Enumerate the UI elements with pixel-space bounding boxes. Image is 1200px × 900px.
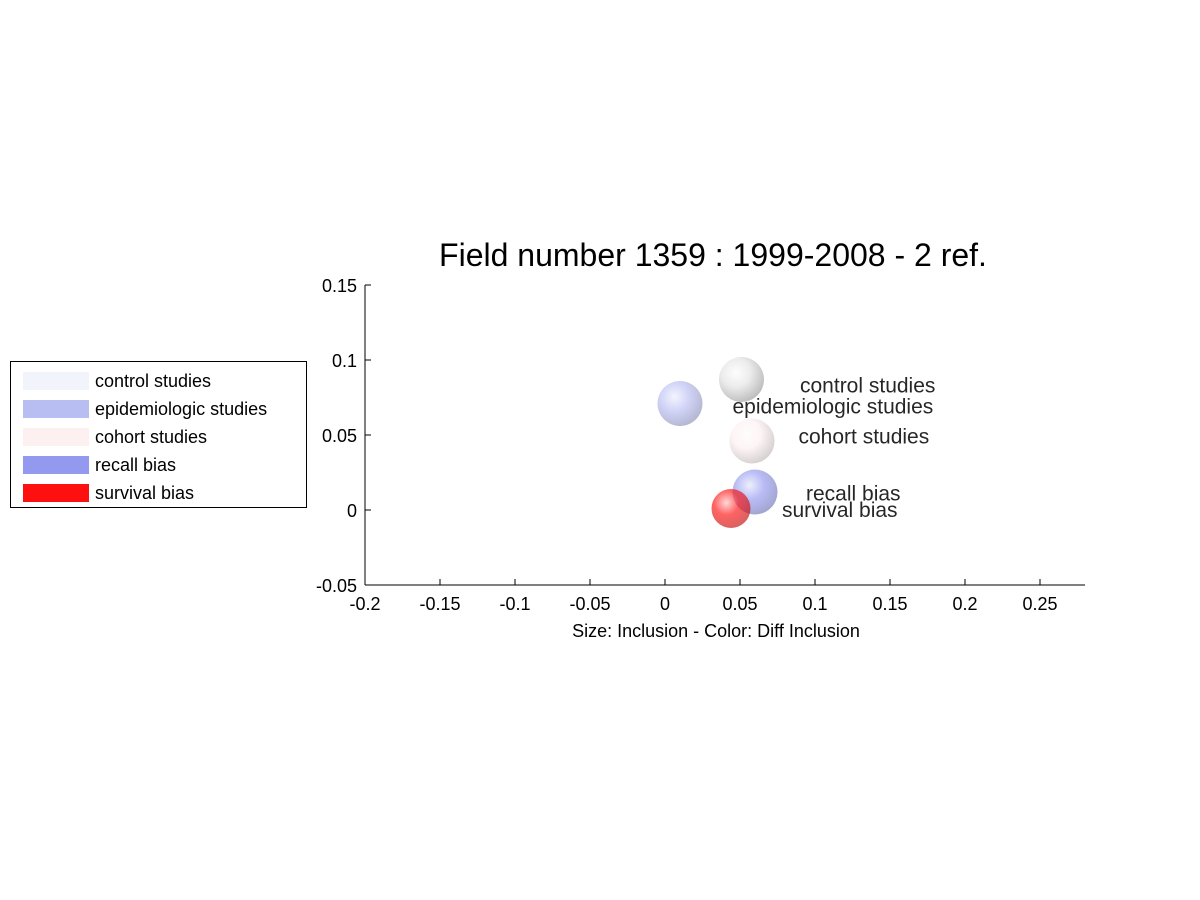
x-tick-label: 0 (660, 594, 670, 614)
y-tick-label: 0.05 (322, 426, 357, 446)
legend-swatch (23, 372, 89, 390)
y-tick-label: 0.15 (322, 276, 357, 296)
legend-label: survival bias (95, 482, 195, 503)
point-label: recall bias (806, 483, 901, 506)
bubble-4 (711, 489, 751, 528)
point-label: control studies (800, 375, 935, 398)
point-label: survival bias (782, 499, 898, 522)
bubble-1 (657, 381, 703, 426)
legend-label: recall bias (95, 454, 177, 475)
axes: -0.2 -0.15 -0.1 -0.05 0 0.05 0.1 0.15 0.2 0.25 -0.… (316, 276, 1085, 614)
y-tick-label: -0.05 (316, 576, 357, 596)
legend-swatch (23, 400, 89, 418)
bubble-0 (719, 357, 764, 402)
x-tick-label: 0.25 (1022, 594, 1057, 614)
legend-item: control studies (23, 371, 211, 391)
legend-swatch (23, 428, 89, 446)
legend-swatch (23, 484, 89, 502)
y-tick-label: 0 (347, 501, 357, 521)
legend-label: epidemiologic studies (95, 398, 268, 419)
legend-label: cohort studies (95, 426, 208, 447)
legend-item: epidemiologic studies (23, 399, 267, 419)
x-tick-label: -0.05 (569, 594, 610, 614)
legend-item: recall bias (23, 455, 176, 475)
legend-item: cohort studies (23, 427, 207, 447)
chart-title: Field number 1359 : 1999-2008 - 2 ref. (439, 237, 987, 273)
x-tick-label: -0.2 (349, 594, 380, 614)
x-tick-label: 0.1 (802, 594, 827, 614)
bubbles (657, 357, 778, 528)
legend: control studies epidemiologic studies coho… (10, 361, 307, 508)
bubble-2 (729, 418, 775, 464)
legend-item: survival bias (23, 483, 194, 503)
x-axis-label: Size: Inclusion - Color: Diff Inclusion (572, 621, 860, 641)
y-tick-label: 0.1 (332, 351, 357, 371)
x-tick-label: -0.1 (499, 594, 530, 614)
legend-label: control studies (95, 370, 212, 391)
x-tick-label: 0.15 (872, 594, 907, 614)
point-label: epidemiologic studies (733, 396, 934, 419)
x-tick-label: -0.15 (419, 594, 460, 614)
x-tick-label: 0.2 (952, 594, 977, 614)
point-label: cohort studies (799, 426, 930, 449)
legend-swatch (23, 456, 89, 474)
x-tick-label: 0.05 (722, 594, 757, 614)
